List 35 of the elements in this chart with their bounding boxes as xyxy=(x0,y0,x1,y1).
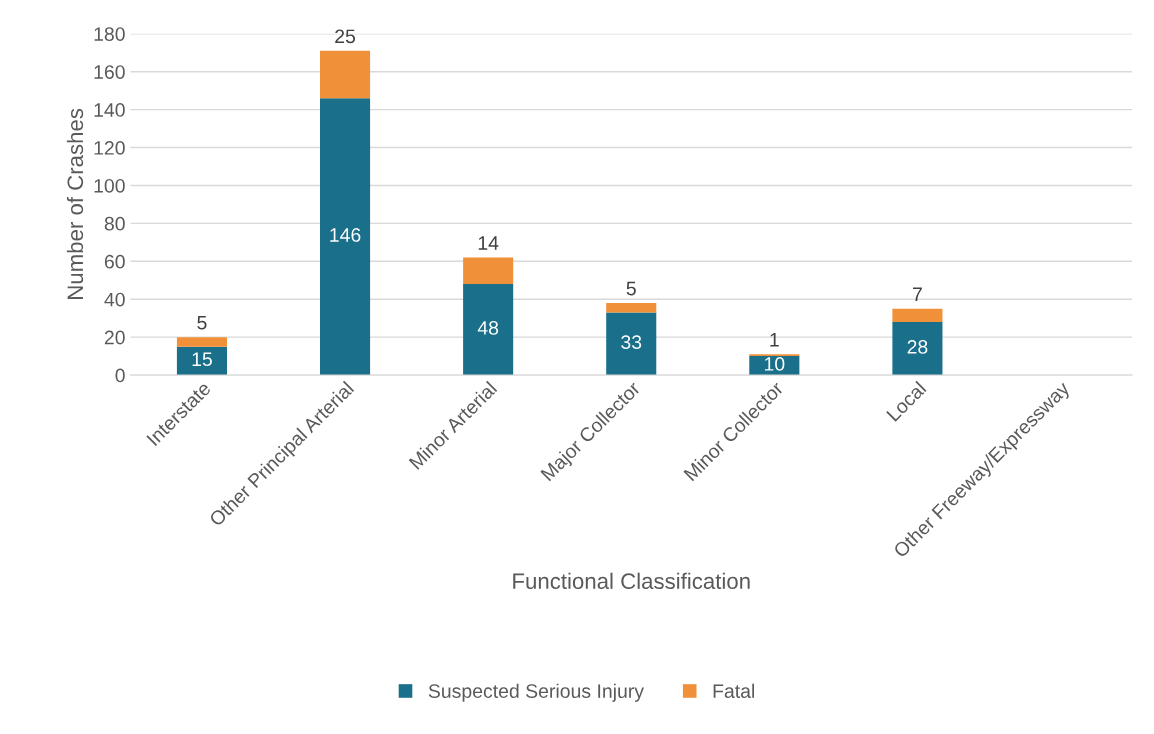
x-axis-title: Functional Classification xyxy=(513,572,750,590)
y-tick-label: 80 xyxy=(104,216,125,231)
bar xyxy=(606,312,657,376)
data-label: 146 xyxy=(330,228,361,242)
bar xyxy=(463,257,514,285)
bar xyxy=(176,337,227,347)
data-label: 7 xyxy=(913,287,922,301)
bar xyxy=(606,303,657,313)
data-label: 1 xyxy=(770,333,779,347)
data-label: 28 xyxy=(907,339,928,354)
y-tick-label: 100 xyxy=(94,178,125,193)
data-label: 25 xyxy=(335,29,356,44)
data-label: 10 xyxy=(765,357,785,371)
legend-label: Fatal xyxy=(713,683,754,698)
bar xyxy=(463,284,514,376)
y-tick-label: 0 xyxy=(115,368,125,383)
y-tick-label: 20 xyxy=(104,330,125,345)
y-tick-label: 180 xyxy=(94,27,125,41)
data-label: 5 xyxy=(626,281,636,296)
data-label: 48 xyxy=(477,321,499,335)
y-tick-label: 160 xyxy=(94,65,125,79)
data-label: 5 xyxy=(197,315,207,330)
bar xyxy=(320,50,371,99)
y-axis-title: Number of Crashes xyxy=(66,108,84,299)
bar xyxy=(320,98,371,376)
y-tick-label: 40 xyxy=(104,292,125,307)
data-label: 33 xyxy=(621,335,642,350)
y-tick-label: 140 xyxy=(94,103,125,117)
legend-label: Suspected Serious Injury xyxy=(428,683,644,702)
bar xyxy=(892,321,943,376)
bar xyxy=(892,308,943,322)
data-label: 14 xyxy=(478,236,499,250)
y-tick-label: 60 xyxy=(104,254,125,269)
data-label: 15 xyxy=(192,352,212,367)
y-tick-label: 120 xyxy=(94,141,125,155)
